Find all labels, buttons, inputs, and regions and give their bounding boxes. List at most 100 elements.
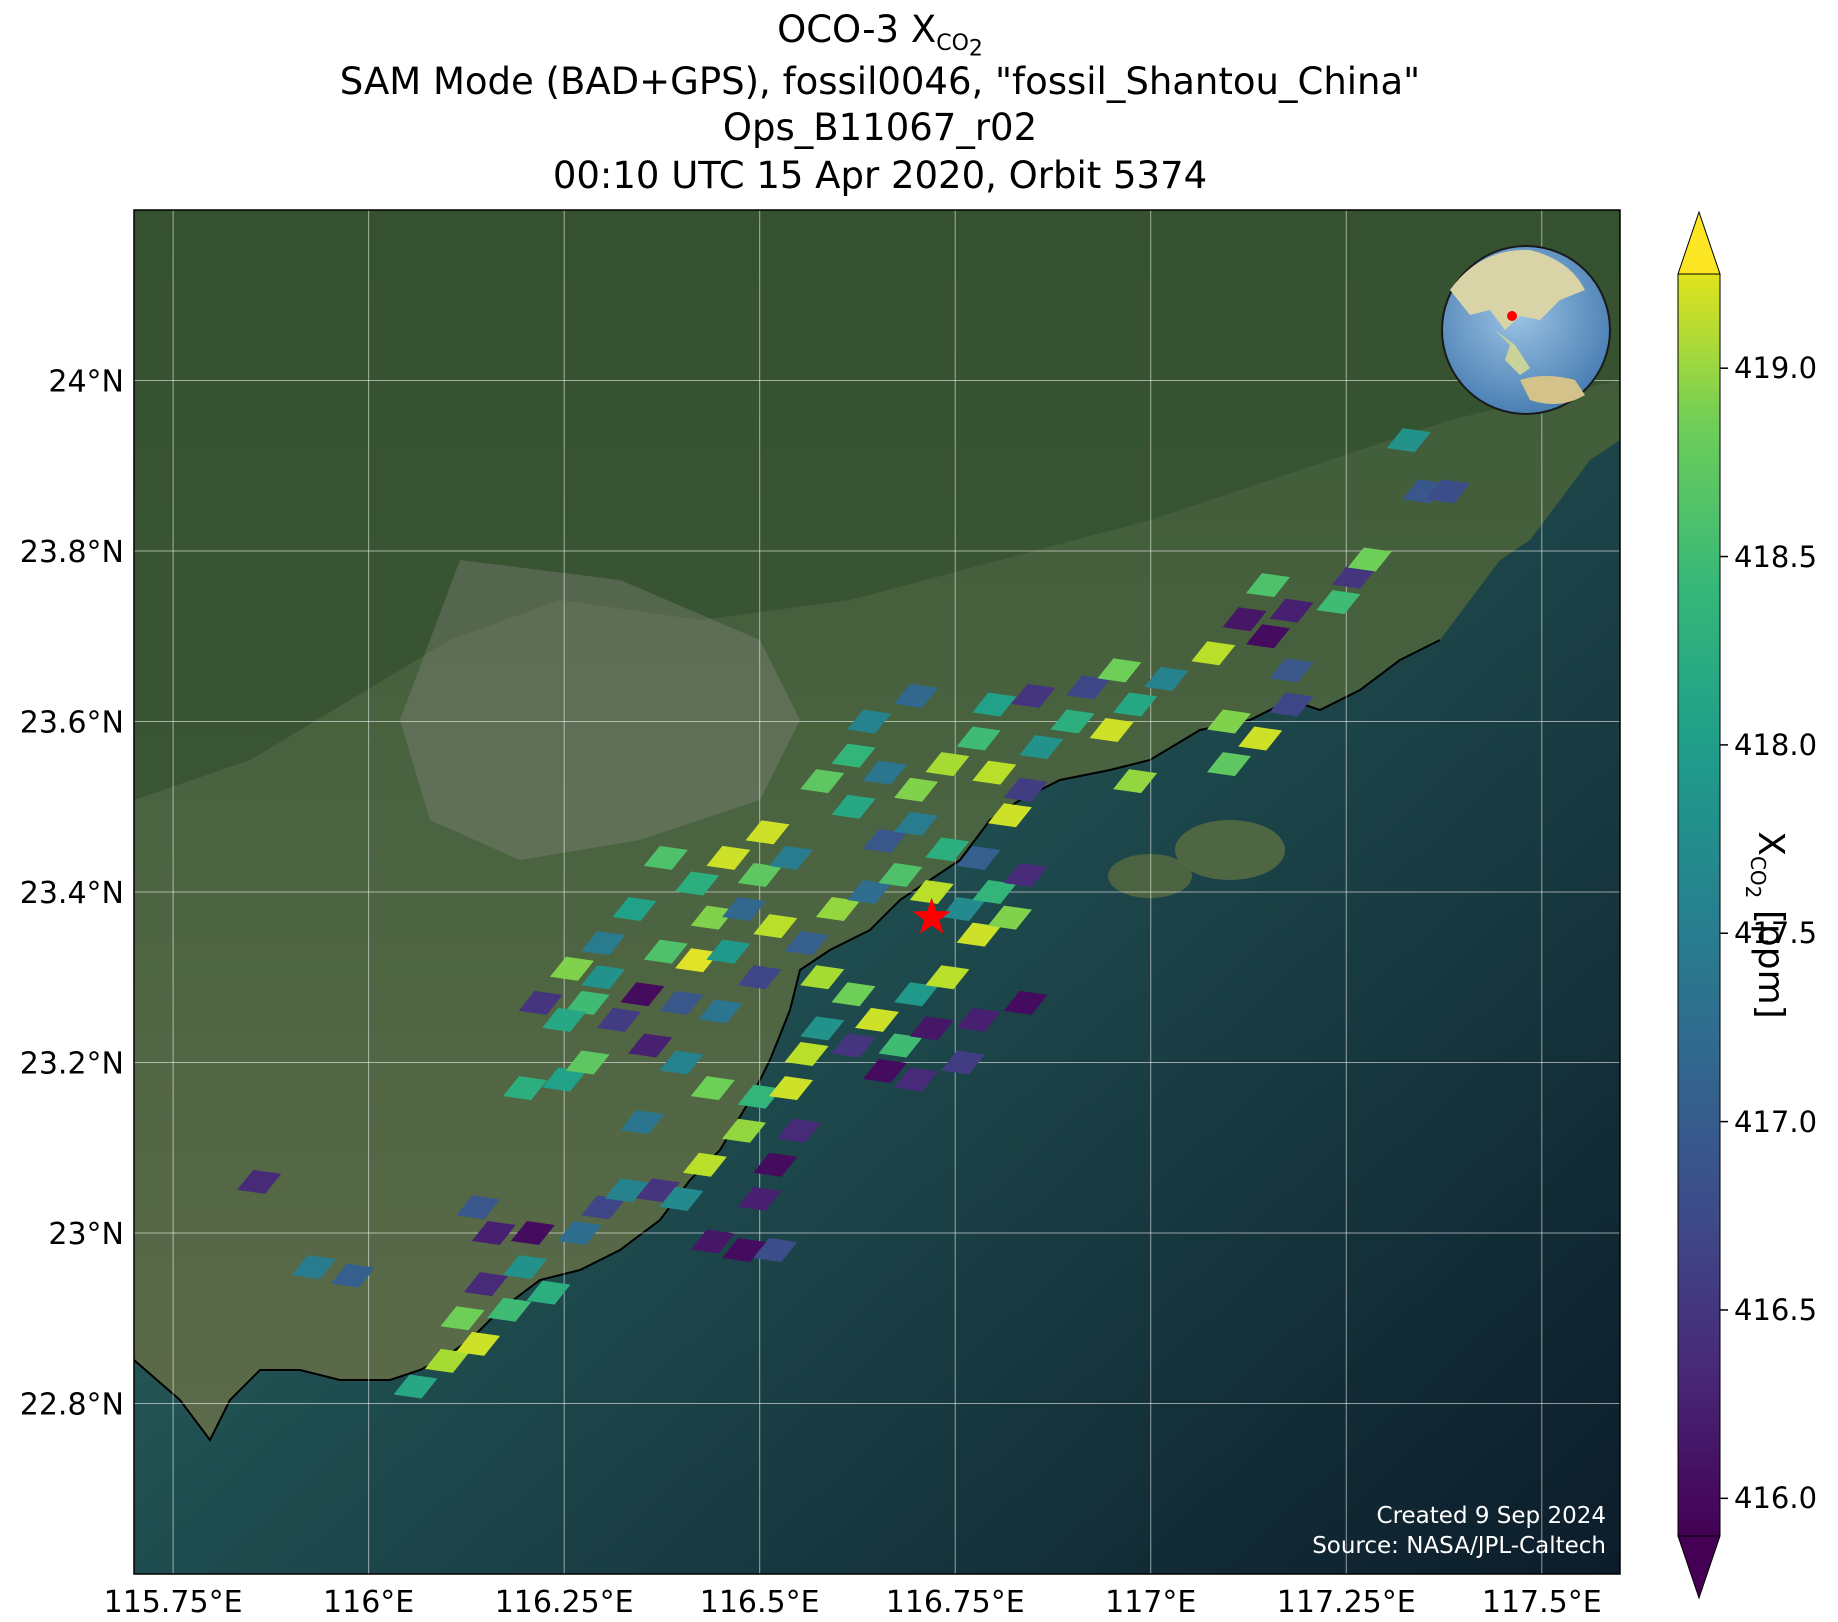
xco2-sounding [659, 1050, 704, 1075]
xco2-sounding [503, 1255, 548, 1280]
xco2-sounding [542, 1067, 587, 1092]
xco2-sounding [549, 956, 594, 981]
xco2-sounding [987, 803, 1032, 828]
colorbar-label: XCO2 [ppm] [1740, 831, 1791, 1019]
colorbar-tick-label: 418.0 [1734, 727, 1818, 762]
xco2-sounding [847, 709, 892, 734]
xco2-sounding [581, 931, 626, 956]
xco2-sounding [1003, 990, 1048, 1015]
xco2-sounding [636, 1178, 681, 1203]
xco2-sounding [471, 1221, 516, 1245]
xco2-sounding [706, 845, 751, 870]
xco2-sounding [862, 1059, 907, 1084]
xco2-sounding [956, 1007, 1001, 1032]
title-line-3: Ops_B11067_r02 [722, 106, 1038, 149]
globe-land-southeast-asia [1495, 330, 1530, 375]
xco2-sounding [909, 1016, 954, 1041]
xco2-sounding [941, 1050, 986, 1075]
xco2-sounding [831, 1033, 876, 1058]
lon-tick-label: 116°E [323, 1585, 414, 1620]
xco2-sounding [690, 1229, 735, 1254]
colorbar-extend-top [1677, 210, 1721, 275]
xco2-sounding [956, 845, 1001, 870]
xco2-sounding [659, 990, 704, 1015]
xco2-sounding [659, 1186, 704, 1211]
colorbar [1677, 210, 1728, 1600]
globe-land-australia [1520, 376, 1585, 404]
xco2-sounding [542, 1007, 587, 1032]
xco2-sounding [1206, 752, 1251, 777]
xco2-sounding [768, 845, 813, 870]
xco2-sounding [972, 880, 1017, 904]
xco2-sounding [1050, 709, 1095, 734]
globe-target-marker [1507, 311, 1517, 321]
xco2-sounding [330, 1263, 375, 1288]
xco2-sounding [565, 1050, 610, 1075]
colorbar-tick-label: 418.5 [1734, 539, 1818, 574]
xco2-sounding [987, 905, 1032, 930]
xco2-sounding [972, 760, 1017, 785]
xco2-sounding [1206, 709, 1251, 734]
xco2-sounding [456, 1195, 501, 1220]
xco2-sounding [643, 845, 688, 870]
colorbar-tick-label: 416.5 [1734, 1292, 1818, 1327]
xco2-sounding [831, 982, 876, 1007]
xco2-sounding [909, 880, 954, 904]
lat-tick-label: 23.8°N [20, 535, 124, 570]
target-star-icon [912, 897, 951, 934]
xco2-sounding [1222, 607, 1267, 632]
xco2-sounding [753, 1152, 798, 1177]
xco2-sounding [440, 1306, 485, 1331]
xco2-sounding [1089, 718, 1134, 743]
xco2-sounding [956, 922, 1001, 947]
xco2-sounding [690, 905, 735, 930]
xco2-sounding [768, 1076, 813, 1101]
xco2-sounding [776, 1118, 821, 1143]
coastline [134, 639, 1441, 1442]
xco2-sounding [1269, 658, 1314, 683]
xco2-sounding [800, 965, 845, 990]
lon-tick-label: 117.25°E [1277, 1585, 1416, 1620]
xco2-sounding [1238, 726, 1283, 751]
xco2-sounding [722, 897, 767, 922]
xco2-sounding [456, 1331, 501, 1356]
lat-tick-label: 24°N [48, 365, 124, 400]
xco2-sounding [722, 1118, 767, 1143]
xco2-sounding [831, 794, 876, 819]
xco2-sounding [1144, 666, 1189, 691]
xco2-sounding [620, 1110, 665, 1135]
title-line-4: 00:10 UTC 15 Apr 2020, Orbit 5374 [552, 154, 1208, 197]
xco2-sounding [855, 1007, 899, 1032]
lat-tick-label: 23.4°N [20, 876, 124, 911]
lon-tick-label: 115.75°E [104, 1585, 243, 1620]
xco2-sounding [925, 837, 970, 862]
xco2-sounding [518, 990, 563, 1015]
xco2-sounding [463, 1272, 508, 1297]
xco2-sounding [1269, 598, 1314, 623]
colorbar-tick-label: 417.5 [1734, 916, 1818, 951]
xco2-sounding [706, 939, 751, 964]
xco2-sounding [722, 1238, 767, 1263]
lon-tick-label: 116.75°E [886, 1585, 1025, 1620]
xco2-sounding [894, 1067, 939, 1092]
lat-tick-label: 22.8°N [20, 1388, 124, 1423]
xco2-sounding [737, 1084, 782, 1109]
lat-tick-label: 23.2°N [20, 1047, 124, 1082]
xco2-sounding [1019, 735, 1064, 760]
xco2-sounding [925, 752, 970, 777]
credit-created: Created 9 Sep 2024 [1376, 1503, 1606, 1529]
xco2-sounding [675, 948, 720, 973]
xco2-sounding [800, 1016, 845, 1041]
xco2-sounding [526, 1280, 571, 1305]
xco2-soundings [237, 428, 1470, 1399]
xco2-sounding [737, 965, 782, 990]
xco2-sounding [643, 939, 688, 964]
xco2-sounding [1269, 692, 1314, 717]
xco2-sounding [1425, 479, 1470, 504]
xco2-sounding [894, 777, 939, 802]
lon-tick-label: 117.5°E [1482, 1585, 1602, 1620]
xco2-sounding [784, 1041, 829, 1066]
xco2-sounding [894, 982, 939, 1007]
xco2-sounding [291, 1255, 336, 1280]
